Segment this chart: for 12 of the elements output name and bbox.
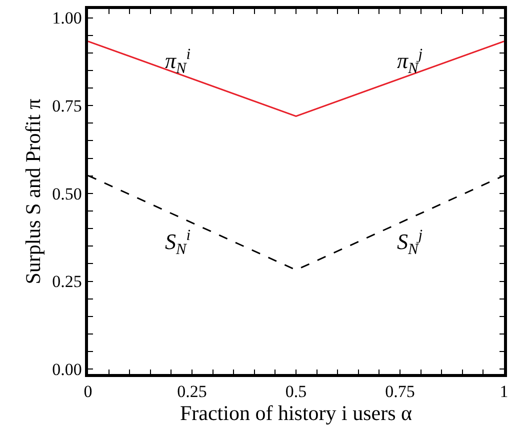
x-tick-label: 0.25 (177, 382, 207, 402)
x-tick-label: 1 (500, 382, 508, 402)
x-tick-label: 0.75 (385, 382, 415, 402)
y-tick-label: 0.00 (52, 360, 82, 380)
x-axis-title: Fraction of history i users α (180, 401, 412, 426)
y-tick-label: 0.75 (52, 96, 82, 116)
y-tick-label: 0.25 (52, 272, 82, 292)
x-tick-label: 0 (84, 382, 92, 402)
y-tick-label: 0.50 (52, 184, 82, 204)
x-tick-label: 0.5 (285, 382, 307, 402)
y-tick-label: 1.00 (52, 8, 82, 28)
y-axis-title: Surplus S and Profit π (21, 98, 46, 284)
